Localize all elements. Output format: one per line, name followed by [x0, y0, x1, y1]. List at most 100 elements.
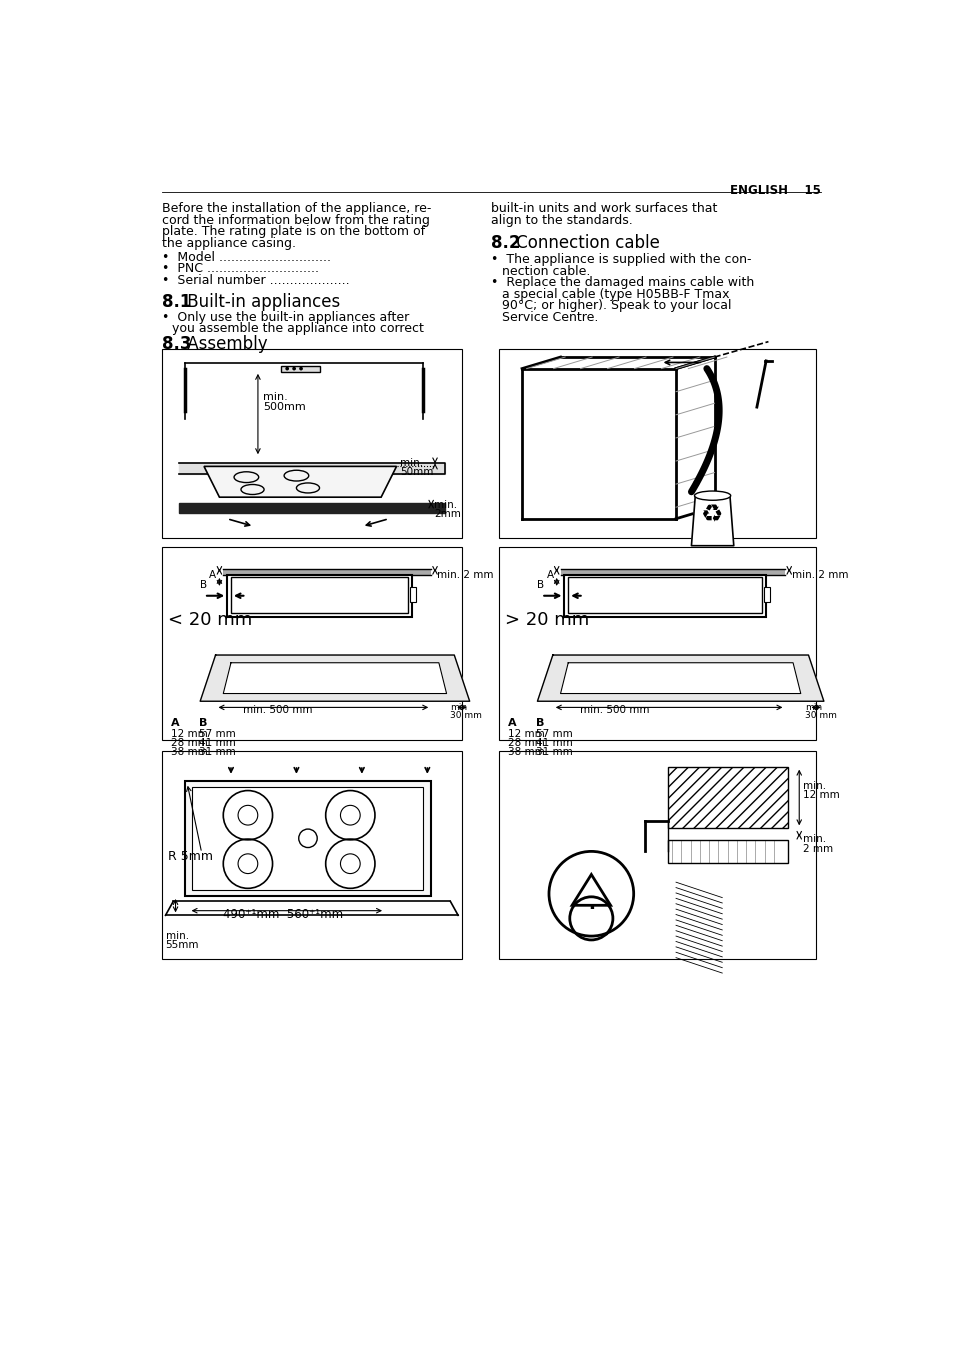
Text: ENGLISH    15: ENGLISH 15	[729, 184, 820, 197]
Text: cord the information below from the rating: cord the information below from the rati…	[161, 214, 429, 227]
Text: 2mm: 2mm	[434, 508, 460, 519]
Text: !: !	[586, 894, 595, 913]
Text: you assemble the appliance into correct: you assemble the appliance into correct	[172, 322, 424, 335]
Bar	[161, 752, 461, 959]
Text: A: A	[210, 569, 216, 580]
Text: A: A	[546, 569, 554, 580]
Polygon shape	[560, 662, 800, 694]
Text: 8.2: 8.2	[491, 234, 520, 251]
Text: min. 2 mm: min. 2 mm	[436, 571, 494, 580]
Text: min.: min.	[263, 392, 288, 402]
Circle shape	[293, 368, 295, 369]
Text: B: B	[198, 718, 207, 729]
Text: min.: min.	[802, 780, 825, 791]
Text: min. 500 mm: min. 500 mm	[242, 706, 312, 715]
Text: 12 mm: 12 mm	[171, 729, 208, 740]
Text: < 20 mm: < 20 mm	[168, 611, 252, 629]
Circle shape	[299, 368, 302, 369]
Text: 31 mm: 31 mm	[198, 748, 235, 757]
Text: min.: min.	[802, 834, 825, 845]
Polygon shape	[200, 654, 469, 702]
Text: •  The appliance is supplied with the con-: • The appliance is supplied with the con…	[491, 253, 751, 266]
Text: 12 mm: 12 mm	[508, 729, 544, 740]
Bar	[498, 349, 816, 538]
Text: A: A	[171, 718, 179, 729]
Text: 490⁺¹mm  560⁺¹mm: 490⁺¹mm 560⁺¹mm	[223, 907, 343, 921]
Text: B: B	[537, 580, 544, 589]
Text: •  Replace the damaged mains cable with: • Replace the damaged mains cable with	[491, 276, 754, 289]
Bar	[161, 349, 461, 538]
Text: min. 2 mm: min. 2 mm	[791, 571, 847, 580]
Text: 90°C; or higher). Speak to your local: 90°C; or higher). Speak to your local	[501, 299, 731, 312]
Bar	[564, 575, 765, 618]
Text: a special cable (type H05BB-F Tmax: a special cable (type H05BB-F Tmax	[501, 288, 729, 300]
Bar	[498, 752, 816, 959]
Text: B: B	[536, 718, 544, 729]
Text: Before the installation of the appliance, re-: Before the installation of the appliance…	[161, 203, 431, 215]
Text: •  Model ............................: • Model ............................	[161, 250, 331, 264]
Text: min.: min.	[400, 458, 423, 468]
Bar	[668, 767, 787, 829]
Polygon shape	[204, 466, 396, 498]
Text: 8.3: 8.3	[161, 335, 191, 353]
Text: min.: min.	[434, 499, 456, 510]
Text: ♻: ♻	[700, 503, 723, 527]
Bar	[763, 587, 769, 602]
Text: min: min	[803, 703, 821, 711]
Text: 2 mm: 2 mm	[802, 844, 832, 853]
Text: 57 mm: 57 mm	[536, 729, 572, 740]
Text: 500mm: 500mm	[263, 402, 306, 412]
Text: 30 mm: 30 mm	[803, 711, 836, 721]
Text: 41 mm: 41 mm	[198, 738, 235, 748]
Text: •  Serial number ....................: • Serial number ....................	[161, 274, 349, 287]
Text: nection cable.: nection cable.	[501, 265, 590, 277]
Ellipse shape	[694, 491, 730, 500]
Text: align to the standards.: align to the standards.	[491, 214, 633, 227]
Polygon shape	[178, 464, 444, 475]
Text: 28 mm: 28 mm	[171, 738, 208, 748]
Text: Service Centre.: Service Centre.	[501, 311, 598, 324]
Text: the appliance casing.: the appliance casing.	[161, 237, 295, 250]
Text: Connection cable: Connection cable	[511, 234, 659, 251]
Text: Built-in appliances: Built-in appliances	[181, 293, 339, 311]
Text: Assembly: Assembly	[181, 335, 267, 353]
Bar	[178, 503, 444, 512]
Bar	[560, 569, 784, 575]
Text: built-in units and work surfaces that: built-in units and work surfaces that	[491, 203, 717, 215]
Text: 28 mm: 28 mm	[508, 738, 544, 748]
Text: 12 mm: 12 mm	[802, 790, 839, 800]
Bar	[193, 787, 423, 890]
Polygon shape	[691, 496, 733, 546]
Bar	[668, 840, 787, 863]
Text: 41 mm: 41 mm	[536, 738, 572, 748]
Bar	[231, 577, 408, 614]
Bar	[227, 575, 412, 618]
Polygon shape	[223, 662, 446, 694]
Text: •  Only use the built-in appliances after: • Only use the built-in appliances after	[161, 311, 409, 324]
Text: 57 mm: 57 mm	[198, 729, 235, 740]
Text: •  PNC ............................: • PNC ............................	[161, 262, 318, 276]
Text: plate. The rating plate is on the bottom of: plate. The rating plate is on the bottom…	[161, 226, 424, 238]
Bar	[498, 548, 816, 740]
Text: 30 mm: 30 mm	[450, 711, 482, 721]
Text: min.: min.	[166, 930, 189, 941]
Bar	[281, 366, 319, 372]
Bar	[223, 569, 431, 575]
Bar	[185, 780, 431, 896]
Text: 38 mm: 38 mm	[508, 748, 544, 757]
Bar	[409, 587, 416, 602]
Text: min. 500 mm: min. 500 mm	[579, 706, 649, 715]
Text: > 20 mm: > 20 mm	[504, 611, 589, 629]
Circle shape	[548, 852, 633, 936]
Text: 31 mm: 31 mm	[536, 748, 572, 757]
Polygon shape	[572, 875, 610, 906]
Text: B: B	[200, 580, 207, 589]
Circle shape	[286, 368, 288, 369]
Text: A: A	[508, 718, 517, 729]
Text: min: min	[450, 703, 467, 711]
Bar	[568, 577, 761, 614]
Polygon shape	[537, 654, 823, 702]
Text: 8.1: 8.1	[161, 293, 191, 311]
Text: 55mm: 55mm	[166, 940, 199, 950]
Text: R 5mm: R 5mm	[168, 850, 213, 863]
